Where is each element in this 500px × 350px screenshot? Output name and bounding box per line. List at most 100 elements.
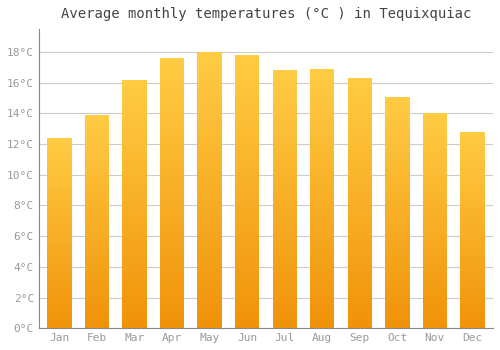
Bar bbox=[310, 90, 334, 91]
Bar bbox=[160, 315, 184, 316]
Bar bbox=[48, 264, 72, 265]
Bar bbox=[348, 196, 372, 197]
Bar bbox=[385, 165, 409, 166]
Title: Average monthly temperatures (°C ) in Tequixquiac: Average monthly temperatures (°C ) in Te… bbox=[60, 7, 471, 21]
Bar bbox=[385, 268, 409, 269]
Bar bbox=[310, 136, 334, 138]
Bar bbox=[48, 156, 72, 157]
Bar bbox=[385, 277, 409, 278]
Bar bbox=[272, 100, 297, 102]
Bar bbox=[198, 84, 222, 85]
Bar bbox=[198, 71, 222, 73]
Bar bbox=[422, 122, 447, 123]
Bar bbox=[385, 215, 409, 216]
Bar bbox=[272, 286, 297, 287]
Bar bbox=[198, 215, 222, 216]
Bar bbox=[198, 190, 222, 191]
Bar bbox=[198, 186, 222, 187]
Bar bbox=[385, 141, 409, 142]
Bar bbox=[235, 93, 260, 95]
Bar bbox=[160, 193, 184, 195]
Bar bbox=[348, 316, 372, 317]
Bar bbox=[422, 320, 447, 321]
Bar bbox=[122, 321, 146, 322]
Bar bbox=[122, 91, 146, 92]
Bar bbox=[385, 312, 409, 313]
Bar bbox=[48, 313, 72, 314]
Bar bbox=[48, 170, 72, 171]
Bar bbox=[460, 239, 484, 240]
Bar bbox=[235, 220, 260, 222]
Bar bbox=[85, 262, 109, 263]
Bar bbox=[310, 174, 334, 175]
Bar bbox=[385, 274, 409, 275]
Bar bbox=[235, 140, 260, 141]
Bar bbox=[460, 145, 484, 146]
Bar bbox=[385, 311, 409, 312]
Bar bbox=[422, 195, 447, 196]
Bar bbox=[85, 252, 109, 253]
Bar bbox=[460, 225, 484, 226]
Bar bbox=[235, 85, 260, 86]
Bar bbox=[48, 225, 72, 226]
Bar bbox=[460, 226, 484, 227]
Bar bbox=[422, 299, 447, 300]
Bar bbox=[160, 234, 184, 235]
Bar bbox=[460, 135, 484, 136]
Bar bbox=[198, 130, 222, 131]
Bar bbox=[460, 168, 484, 169]
Bar bbox=[460, 197, 484, 198]
Bar bbox=[160, 207, 184, 208]
Bar bbox=[48, 237, 72, 238]
Bar bbox=[310, 184, 334, 186]
Bar bbox=[272, 105, 297, 106]
Bar bbox=[85, 174, 109, 175]
Bar bbox=[272, 248, 297, 250]
Bar bbox=[160, 240, 184, 242]
Bar bbox=[160, 115, 184, 116]
Bar bbox=[310, 78, 334, 79]
Bar bbox=[272, 114, 297, 116]
Bar bbox=[48, 307, 72, 308]
Bar bbox=[348, 294, 372, 296]
Bar bbox=[85, 245, 109, 246]
Bar bbox=[422, 286, 447, 287]
Bar bbox=[272, 95, 297, 96]
Bar bbox=[160, 180, 184, 181]
Bar bbox=[235, 171, 260, 173]
Bar bbox=[48, 326, 72, 327]
Bar bbox=[235, 66, 260, 68]
Bar bbox=[422, 167, 447, 168]
Bar bbox=[235, 108, 260, 110]
Bar bbox=[385, 168, 409, 169]
Bar bbox=[160, 145, 184, 146]
Bar bbox=[385, 174, 409, 175]
Bar bbox=[422, 301, 447, 302]
Bar bbox=[198, 143, 222, 145]
Bar bbox=[272, 86, 297, 87]
Bar bbox=[235, 81, 260, 83]
Bar bbox=[272, 259, 297, 260]
Bar bbox=[385, 193, 409, 194]
Bar bbox=[385, 197, 409, 198]
Bar bbox=[385, 315, 409, 317]
Bar bbox=[85, 138, 109, 140]
Bar bbox=[160, 138, 184, 139]
Bar bbox=[85, 133, 109, 134]
Bar bbox=[198, 152, 222, 153]
Bar bbox=[198, 149, 222, 150]
Bar bbox=[160, 301, 184, 302]
Bar bbox=[85, 129, 109, 130]
Bar bbox=[422, 223, 447, 224]
Bar bbox=[310, 161, 334, 162]
Bar bbox=[348, 106, 372, 107]
Bar bbox=[198, 95, 222, 96]
Bar bbox=[422, 135, 447, 136]
Bar bbox=[198, 238, 222, 240]
Bar bbox=[310, 86, 334, 87]
Bar bbox=[160, 173, 184, 174]
Bar bbox=[198, 241, 222, 243]
Bar bbox=[122, 238, 146, 239]
Bar bbox=[48, 310, 72, 311]
Bar bbox=[122, 146, 146, 147]
